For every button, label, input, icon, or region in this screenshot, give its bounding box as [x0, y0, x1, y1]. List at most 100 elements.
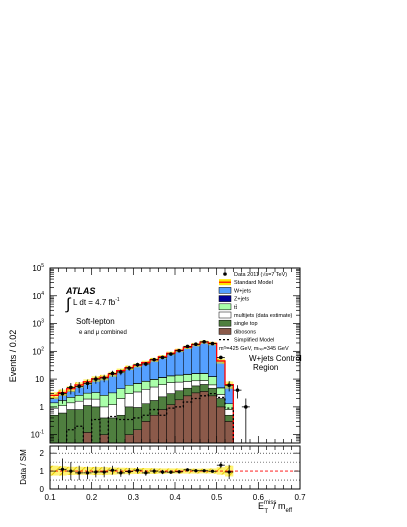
x-tick-label: 0.1	[44, 493, 56, 502]
data-point	[177, 348, 181, 353]
x-tick-label: 0.7	[294, 493, 306, 502]
data-point	[119, 370, 123, 374]
data-point	[94, 377, 98, 381]
ratio-point	[135, 468, 140, 472]
legend-multijets-data-estimate-swatch	[218, 311, 232, 319]
data-point	[194, 342, 198, 347]
legend-data-2011-s-7-tev-marker	[223, 272, 227, 276]
legend: Data 2011 (√s=7 TeV) Standard Model W+jets…	[218, 271, 293, 352]
ratio-axis-ticks: 0 1 2	[40, 446, 301, 494]
legend-note-label: mᴳ=425 GeV, mₗₛₚ=345 GeV	[219, 345, 289, 352]
data-point	[210, 341, 215, 346]
atlas-label: ATLAS	[65, 286, 95, 296]
legend-w-jets-swatch	[218, 287, 232, 294]
ratio-point	[102, 470, 106, 474]
bar-multijets-data-estimate	[66, 402, 76, 410]
bar-w-jets	[183, 347, 192, 375]
data-point	[85, 381, 90, 386]
bar-single-top	[149, 400, 159, 416]
bar-multijets-data-estimate	[99, 406, 109, 419]
x-tick-label: 0.6	[253, 493, 265, 502]
legend-simplified-model-label: Simplified Model	[234, 338, 274, 344]
data-point	[60, 391, 65, 396]
bar-multijets-data-estimate	[174, 381, 184, 392]
bar-tt	[66, 397, 76, 404]
y-tick-label: 103	[32, 319, 44, 329]
y-tick-label: 10-1	[31, 430, 45, 440]
bar-multijets-data-estimate	[208, 384, 217, 389]
data-point	[152, 357, 156, 362]
bar-single-top	[91, 406, 101, 443]
ratio-plot-area	[50, 452, 300, 481]
bar-single-top	[66, 409, 76, 443]
bar-dibosons	[208, 395, 217, 443]
bar-w-jets	[208, 343, 217, 377]
legend-dibosons-swatch	[218, 328, 232, 335]
legend-tt-swatch	[218, 303, 232, 311]
bar-multijets-data-estimate	[158, 384, 167, 398]
ratio-y-axis-label: Data / SM	[19, 449, 28, 485]
main-y-tick-labels: 10-1 1 10 102 103 104 105	[31, 263, 45, 440]
ratio-point	[77, 471, 81, 475]
ratio-point	[119, 471, 123, 475]
bar-single-top	[141, 403, 151, 422]
bar-w-jets	[149, 359, 159, 380]
bar-dibosons	[141, 421, 151, 443]
bar-multijets-data-estimate	[58, 405, 67, 414]
bar-tt	[74, 395, 84, 402]
bar-tt	[116, 388, 126, 399]
data-point	[144, 362, 148, 366]
bar-single-top	[224, 414, 234, 422]
data-point	[185, 344, 190, 349]
data-point	[169, 352, 173, 356]
ratio-y-tick-label: 0	[40, 485, 45, 494]
legend-z-jets-swatch	[218, 295, 232, 302]
ratio-point	[110, 468, 115, 472]
data-point	[244, 405, 248, 409]
bar-multijets-data-estimate	[191, 380, 201, 387]
bar-tt	[124, 385, 134, 394]
bar-single-top	[199, 384, 209, 392]
integral-sign: ∫	[65, 296, 72, 313]
x-tick-label: 0.4	[169, 493, 181, 502]
ratio-point	[227, 470, 231, 474]
bar-dibosons	[133, 429, 142, 443]
y-tick-label: 104	[32, 291, 44, 301]
legend-z-jets-label: Z+jets	[234, 297, 249, 303]
bar-multijets-data-estimate	[124, 393, 134, 408]
ratio-point	[94, 470, 98, 474]
data-point	[160, 355, 165, 360]
region-label-line1: W+jets Control	[249, 354, 302, 363]
data-point	[69, 385, 73, 390]
ratio-point	[85, 471, 90, 475]
legend-dibosons-label: dibosons	[234, 329, 256, 335]
legend-w-jets-label: W+jets	[234, 288, 251, 294]
bar-w-jets	[166, 353, 176, 376]
ratio-point	[69, 469, 73, 473]
bar-tt	[191, 373, 201, 382]
data-point	[127, 366, 131, 370]
bar-single-top	[124, 406, 134, 435]
ratio-y-tick-label: 2	[40, 449, 45, 458]
legend-multijets-data-estimate-label: multijets (data estimate)	[234, 313, 293, 319]
bar-single-top	[183, 387, 192, 397]
bar-tt	[83, 392, 92, 400]
data-point	[235, 388, 240, 392]
ratio-point	[194, 469, 198, 473]
bar-w-jets	[199, 341, 209, 374]
bar-dibosons	[183, 395, 192, 443]
bar-single-top	[74, 409, 84, 443]
ratio-point	[60, 467, 65, 471]
y-tick-label: 105	[32, 263, 44, 273]
y-axis-label: Events / 0.02	[8, 330, 18, 383]
bar-multijets-data-estimate	[116, 398, 126, 416]
bar-multijets-data-estimate	[199, 380, 209, 385]
x-tick-label: 0.2	[86, 493, 98, 502]
bar-tt	[91, 392, 101, 400]
bar-w-jets	[174, 350, 184, 376]
ratio-point	[152, 469, 156, 473]
data-point	[77, 384, 81, 389]
bar-dibosons	[191, 392, 201, 443]
ratio-point	[177, 470, 181, 474]
